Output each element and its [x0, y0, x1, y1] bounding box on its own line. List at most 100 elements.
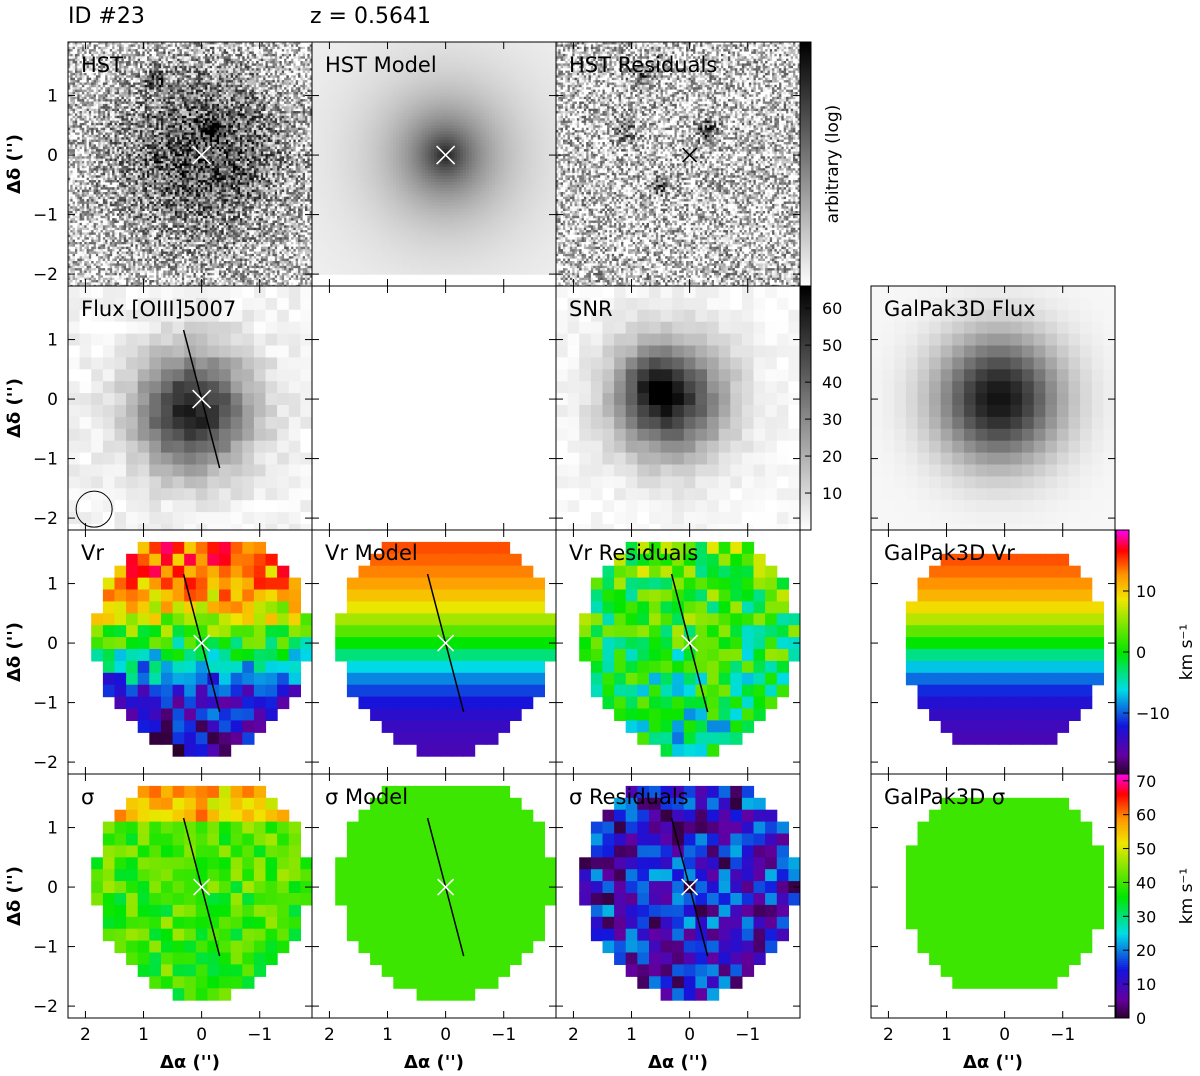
map-pixel	[70, 75, 74, 79]
map-pixel	[167, 132, 171, 136]
map-pixel	[88, 151, 92, 155]
map-pixel	[88, 118, 92, 122]
map-pixel	[91, 249, 95, 253]
map-pixel	[172, 256, 176, 260]
map-pixel	[72, 158, 76, 162]
map-pixel	[105, 127, 109, 131]
map-pixel	[84, 115, 88, 119]
map-pixel	[147, 213, 150, 217]
map-pixel	[123, 44, 127, 48]
map-pixel	[109, 151, 113, 155]
map-pixel	[172, 284, 176, 286]
map-pixel	[112, 253, 116, 257]
map-pixel	[100, 208, 104, 212]
map-pixel	[100, 49, 104, 53]
map-pixel	[123, 251, 127, 255]
map-pixel	[119, 113, 122, 117]
map-pixel	[144, 125, 148, 129]
map-pixel	[114, 284, 118, 286]
map-pixel	[154, 113, 157, 117]
map-pixel	[137, 89, 141, 93]
map-pixel	[154, 118, 157, 122]
map-pixel	[133, 49, 136, 53]
map-pixel	[91, 70, 95, 74]
map-pixel	[165, 215, 169, 219]
map-pixel	[154, 263, 157, 267]
map-pixel	[102, 282, 106, 286]
map-pixel	[112, 203, 116, 207]
map-pixel	[167, 194, 171, 198]
map-pixel	[167, 72, 171, 76]
map-pixel	[79, 218, 83, 222]
map-pixel	[158, 165, 162, 169]
map-pixel	[128, 72, 132, 76]
map-pixel	[123, 165, 127, 169]
map-pixel	[137, 165, 141, 169]
map-pixel	[98, 111, 102, 114]
map-pixel	[165, 56, 169, 60]
map-pixel	[121, 249, 125, 253]
map-pixel	[158, 282, 162, 286]
map-pixel	[128, 199, 132, 203]
map-pixel	[147, 218, 150, 222]
map-pixel	[70, 182, 74, 186]
map-pixel	[91, 82, 95, 86]
map-pixel	[130, 227, 134, 231]
map-pixel	[135, 172, 139, 176]
map-pixel	[161, 108, 164, 112]
map-pixel	[109, 184, 113, 188]
map-pixel	[75, 53, 78, 57]
map-pixel	[156, 222, 160, 226]
map-pixel	[137, 56, 141, 60]
map-pixel	[126, 246, 129, 250]
map-pixel	[68, 249, 71, 253]
map-pixel	[172, 134, 176, 138]
map-pixel	[151, 111, 155, 114]
map-pixel	[98, 275, 102, 279]
map-pixel	[165, 272, 169, 276]
map-pixel	[128, 77, 132, 81]
map-pixel	[91, 158, 95, 162]
map-pixel	[105, 75, 109, 79]
map-pixel	[119, 101, 122, 105]
map-pixel	[75, 177, 78, 181]
map-pixel	[70, 65, 74, 69]
map-pixel	[112, 270, 116, 274]
map-pixel	[130, 256, 134, 260]
map-pixel	[170, 113, 174, 117]
map-pixel	[128, 239, 132, 243]
map-pixel	[84, 251, 88, 255]
map-pixel	[130, 277, 134, 281]
map-pixel	[140, 80, 143, 84]
map-pixel	[177, 256, 181, 260]
map-pixel	[167, 149, 171, 153]
map-pixel	[170, 225, 174, 229]
map-pixel	[165, 106, 169, 110]
map-pixel	[172, 282, 176, 286]
map-pixel	[172, 77, 176, 81]
map-pixel	[91, 96, 95, 100]
map-pixel	[70, 92, 74, 95]
map-pixel	[109, 106, 113, 110]
map-pixel	[114, 272, 118, 276]
map-pixel	[144, 120, 148, 124]
map-pixel	[79, 61, 83, 64]
map-pixel	[174, 244, 178, 248]
map-pixel	[147, 206, 150, 210]
map-pixel	[119, 84, 122, 88]
map-pixel	[140, 180, 143, 184]
map-pixel	[167, 87, 171, 91]
map-pixel	[109, 275, 113, 279]
map-pixel	[84, 132, 88, 136]
map-pixel	[121, 92, 125, 95]
map-pixel	[86, 270, 90, 274]
map-pixel	[123, 268, 127, 272]
map-pixel	[119, 251, 122, 255]
map-pixel	[140, 92, 143, 95]
map-pixel	[144, 268, 148, 272]
map-pixel	[172, 227, 176, 231]
map-pixel	[172, 265, 176, 269]
map-pixel	[167, 127, 171, 131]
map-pixel	[121, 213, 125, 217]
map-pixel	[147, 118, 150, 122]
